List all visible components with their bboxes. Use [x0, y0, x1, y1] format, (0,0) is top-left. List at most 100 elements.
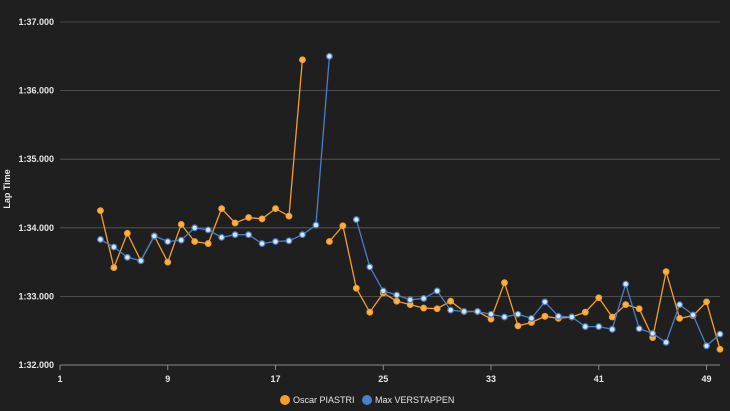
data-point[interactable]: [541, 312, 549, 320]
data-point[interactable]: [514, 310, 522, 318]
data-point[interactable]: [258, 215, 266, 223]
data-point[interactable]: [433, 287, 441, 295]
data-point[interactable]: [366, 263, 374, 271]
data-point[interactable]: [218, 234, 226, 241]
x-axis-ticks: 1 9 17 25 33 41 49: [57, 365, 712, 384]
y-tick-label: 1:37.000: [18, 17, 54, 27]
data-point[interactable]: [433, 305, 441, 313]
data-point[interactable]: [635, 305, 643, 313]
data-point[interactable]: [528, 314, 535, 322]
data-point[interactable]: [150, 232, 158, 240]
data-point[interactable]: [447, 297, 455, 305]
data-point[interactable]: [137, 257, 145, 265]
data-point[interactable]: [299, 231, 306, 239]
data-point[interactable]: [662, 268, 670, 276]
grid-lines: [60, 21, 720, 366]
data-point[interactable]: [110, 243, 118, 251]
x-tick-label: 25: [378, 374, 388, 384]
data-point[interactable]: [339, 222, 347, 230]
data-point[interactable]: [420, 304, 428, 312]
data-point[interactable]: [272, 238, 279, 245]
data-point[interactable]: [622, 280, 630, 288]
data-point[interactable]: [352, 216, 360, 223]
data-point[interactable]: [635, 325, 643, 333]
data-point[interactable]: [325, 238, 333, 245]
data-point[interactable]: [487, 310, 495, 318]
y-tick-label: 1:35.000: [18, 154, 54, 164]
data-point[interactable]: [97, 207, 104, 215]
data-point[interactable]: [285, 237, 293, 245]
data-point[interactable]: [474, 308, 481, 315]
data-point[interactable]: [689, 311, 697, 319]
data-point[interactable]: [218, 205, 226, 212]
data-point[interactable]: [204, 226, 212, 234]
data-point[interactable]: [231, 219, 239, 227]
data-point[interactable]: [325, 52, 333, 60]
data-point[interactable]: [514, 322, 522, 330]
data-point[interactable]: [676, 314, 683, 322]
x-tick-label: 9: [165, 374, 170, 384]
legend-swatch: [362, 395, 372, 405]
data-point[interactable]: [393, 297, 401, 305]
data-point[interactable]: [581, 323, 589, 330]
data-point[interactable]: [299, 56, 306, 64]
data-point[interactable]: [245, 231, 252, 239]
data-point[interactable]: [110, 264, 118, 271]
legend[interactable]: Oscar PIASTRI Max VERSTAPPEN: [280, 395, 454, 405]
data-point[interactable]: [554, 312, 562, 320]
legend-swatch: [280, 395, 290, 405]
data-point[interactable]: [501, 279, 508, 287]
data-point[interactable]: [568, 313, 576, 321]
data-point[interactable]: [541, 298, 549, 306]
data-point[interactable]: [716, 345, 724, 353]
data-point[interactable]: [501, 313, 508, 321]
data-point[interactable]: [245, 214, 252, 221]
data-point[interactable]: [191, 238, 199, 245]
data-point[interactable]: [191, 224, 199, 232]
data-point[interactable]: [622, 301, 630, 309]
data-point[interactable]: [177, 236, 185, 244]
x-tick-label: 1: [57, 374, 62, 384]
data-point[interactable]: [676, 301, 683, 309]
x-tick-label: 33: [486, 374, 496, 384]
series-piastri: [97, 56, 724, 353]
data-point[interactable]: [406, 296, 414, 304]
data-point[interactable]: [716, 330, 724, 338]
legend-item-verstappen[interactable]: Max VERSTAPPEN: [362, 395, 454, 405]
data-point[interactable]: [379, 287, 387, 295]
data-point[interactable]: [595, 294, 603, 302]
legend-item-piastri[interactable]: Oscar PIASTRI: [280, 395, 355, 405]
data-point[interactable]: [177, 220, 185, 228]
data-point[interactable]: [581, 308, 589, 316]
data-point[interactable]: [164, 258, 172, 266]
data-point[interactable]: [608, 313, 616, 321]
x-tick-label: 17: [271, 374, 281, 384]
data-point[interactable]: [393, 291, 401, 299]
data-point[interactable]: [703, 298, 710, 306]
data-point[interactable]: [123, 229, 131, 237]
data-point[interactable]: [447, 306, 455, 314]
data-point[interactable]: [608, 325, 616, 333]
data-point[interactable]: [460, 308, 468, 315]
y-tick-label: 1:36.000: [18, 86, 54, 96]
data-point[interactable]: [595, 323, 603, 330]
y-axis-ticks: 1:32.000 1:33.000 1:34.000 1:35.000 1:36.000…: [18, 17, 54, 370]
data-point[interactable]: [272, 205, 279, 212]
data-point[interactable]: [164, 238, 172, 245]
data-point[interactable]: [649, 330, 657, 337]
data-point[interactable]: [97, 236, 104, 243]
data-point[interactable]: [366, 308, 374, 316]
data-point[interactable]: [352, 284, 360, 292]
data-point[interactable]: [285, 212, 293, 220]
y-axis-title: Lap Time: [2, 169, 12, 208]
data-point[interactable]: [204, 240, 212, 247]
data-point[interactable]: [123, 253, 131, 261]
series-verstappen: [97, 52, 724, 350]
data-point[interactable]: [258, 240, 266, 247]
data-point[interactable]: [231, 231, 239, 239]
data-point[interactable]: [420, 295, 428, 302]
data-point[interactable]: [312, 221, 320, 229]
data-point[interactable]: [662, 338, 670, 346]
data-point[interactable]: [703, 342, 710, 350]
